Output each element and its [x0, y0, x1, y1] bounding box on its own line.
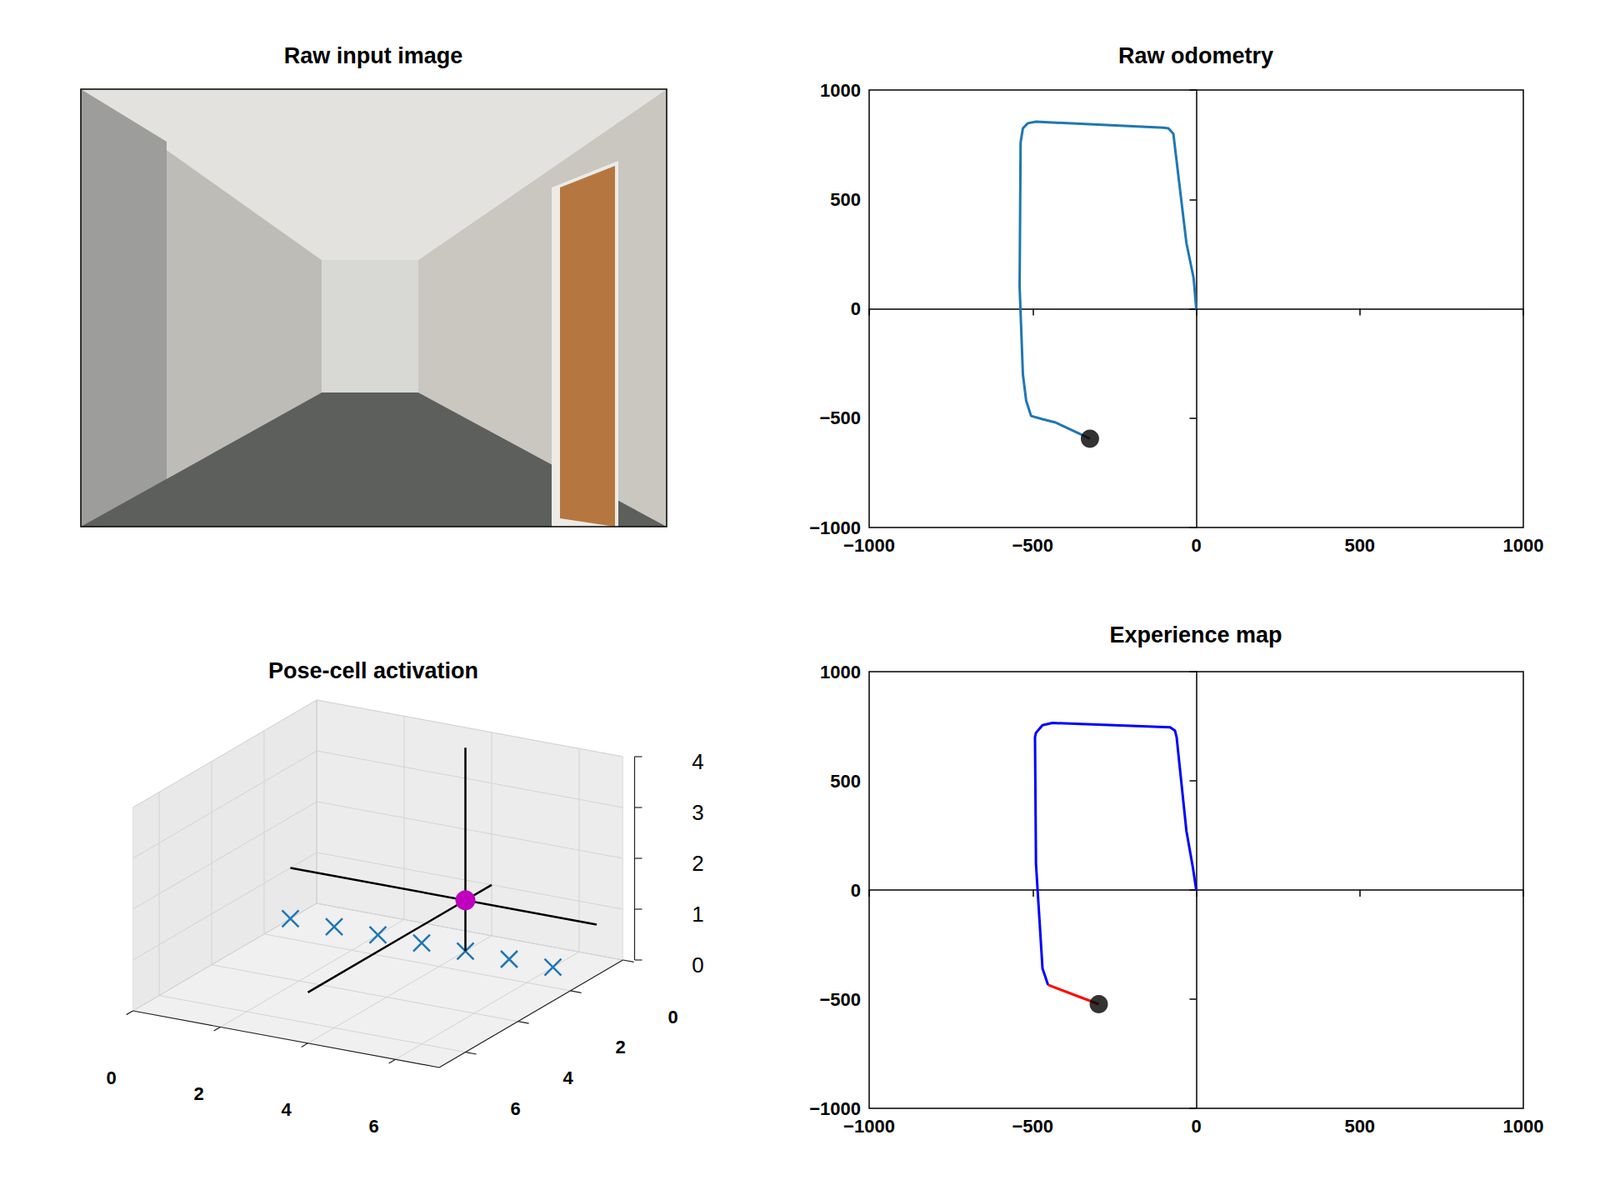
svg-text:0: 0 [105, 1067, 116, 1089]
svg-text:0: 0 [1190, 535, 1201, 556]
svg-text:1000: 1000 [1503, 1115, 1545, 1137]
svg-text:−1000: −1000 [843, 535, 895, 556]
svg-text:−500: −500 [819, 989, 861, 1010]
svg-text:Raw input image: Raw input image [284, 43, 464, 69]
svg-text:4: 4 [280, 1099, 292, 1120]
svg-text:−1000: −1000 [809, 1097, 861, 1119]
svg-text:1000: 1000 [820, 661, 861, 683]
svg-text:6: 6 [368, 1115, 379, 1137]
svg-text:2: 2 [691, 850, 704, 876]
svg-text:−1000: −1000 [809, 517, 861, 538]
svg-text:1000: 1000 [1503, 535, 1545, 556]
svg-text:500: 500 [1344, 1115, 1375, 1137]
svg-text:2: 2 [193, 1083, 204, 1105]
svg-text:−1000: −1000 [843, 1115, 895, 1137]
svg-text:0: 0 [850, 880, 861, 901]
svg-text:−500: −500 [1011, 535, 1054, 556]
svg-text:Pose-cell activation: Pose-cell activation [268, 658, 479, 684]
svg-text:500: 500 [830, 189, 861, 210]
svg-text:4: 4 [691, 749, 704, 775]
svg-text:−500: −500 [1011, 1115, 1054, 1137]
svg-text:2: 2 [615, 1036, 625, 1058]
svg-text:1000: 1000 [820, 80, 861, 101]
svg-text:500: 500 [1344, 535, 1375, 556]
svg-text:1: 1 [691, 901, 704, 927]
svg-text:0: 0 [850, 298, 861, 320]
svg-text:Raw odometry: Raw odometry [1118, 43, 1274, 69]
svg-text:−500: −500 [819, 407, 861, 429]
svg-text:4: 4 [562, 1067, 574, 1089]
svg-text:500: 500 [830, 770, 861, 792]
svg-text:Experience map: Experience map [1109, 622, 1282, 648]
svg-text:3: 3 [691, 800, 704, 825]
svg-text:0: 0 [1190, 1115, 1201, 1137]
svg-text:6: 6 [510, 1098, 520, 1120]
svg-text:0: 0 [667, 1006, 678, 1028]
svg-text:0: 0 [691, 952, 704, 978]
